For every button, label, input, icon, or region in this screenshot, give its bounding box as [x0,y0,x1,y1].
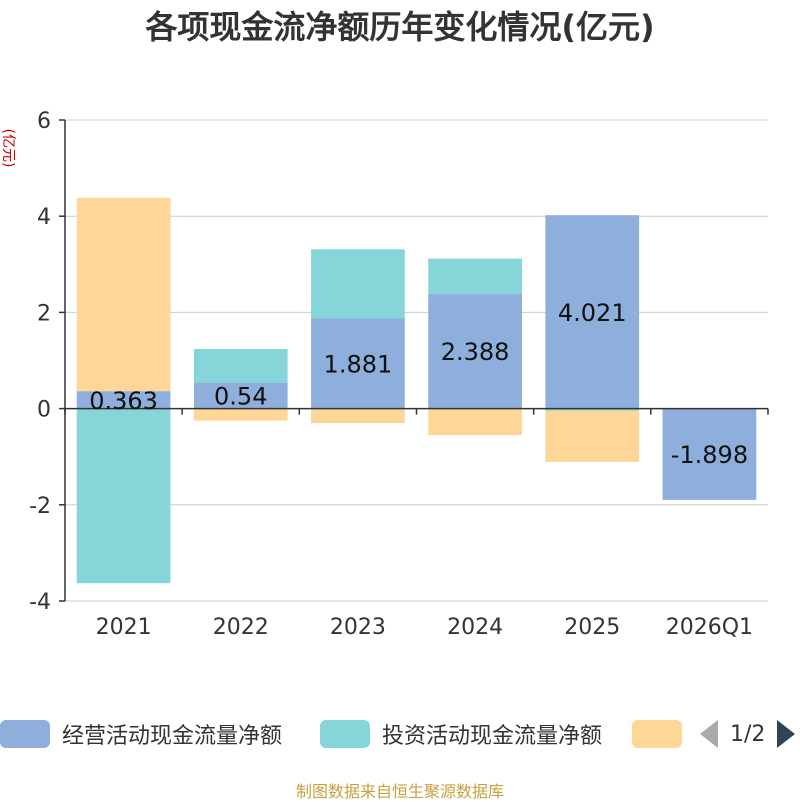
chart-title: 各项现金流净额历年变化情况(亿元) [145,8,655,46]
legend-swatch-operating [0,720,50,748]
x-tick-label: 2022 [213,615,269,640]
data-label-2023: 1.881 [324,350,393,378]
data-label-2022: 0.54 [214,383,267,411]
legend-label-operating: 经营活动现金流量净额 [62,724,283,749]
bar-2022-series-1[interactable] [193,348,288,383]
data-label-2026Q1: -1.898 [671,441,748,469]
bar-2022-series-2[interactable] [193,408,288,421]
bar-2024-series-1[interactable] [428,258,522,294]
y-axis-label: (亿元) [0,129,16,168]
bar-2022-series-0[interactable] [193,382,288,409]
x-tick-label: 2025 [564,615,620,640]
bar-2021-series-1[interactable] [76,408,171,584]
x-tick-label: 2024 [447,615,503,640]
legend-pager: 1/2 [700,715,796,753]
bar-2023-series-1[interactable] [311,249,405,319]
bar-2024-series-2[interactable] [428,408,522,436]
bar-2023-series-2[interactable] [311,408,405,424]
pager-prev-icon[interactable] [700,720,718,748]
x-tick-label: 2023 [330,615,386,640]
bar-2025-series-2[interactable] [545,410,640,462]
legend-swatch-investing [320,720,370,748]
legend-item-financing[interactable] [632,715,682,753]
y-tick-label: -2 [29,494,51,519]
bar-2025-series-0[interactable] [545,215,640,409]
data-label-2021: 0.363 [89,387,158,415]
data-label-2024: 2.388 [441,338,510,366]
legend-swatch-financing [632,720,682,748]
bar-2021-series-2[interactable] [76,197,171,392]
chart-plot: 6 4 2 0 -2 -4 (亿元) 2021 2022 2023 2024 2025 2026Q1 0… [0,109,769,640]
source-note: 制图数据来自恒生聚源数据库 [295,782,504,801]
legend-item-investing[interactable]: 投资活动现金流量净额 [320,715,602,753]
bar-2021-series-0[interactable] [76,391,171,409]
bar-2025-series-1[interactable] [545,408,640,411]
bar-2023-series-0[interactable] [311,318,405,409]
y-tick-label: -4 [29,590,51,615]
legend: 经营活动现金流量净额 投资活动现金流量净额 [0,715,800,753]
y-tick-label: 0 [37,398,51,423]
y-tick-label: 2 [37,301,51,326]
y-tick-label: 4 [37,205,51,230]
pager-page-text: 1/2 [730,721,766,747]
legend-label-investing: 投资活动现金流量净额 [382,724,603,749]
legend-item-operating[interactable]: 经营活动现金流量净额 [0,715,282,753]
bar-2024-series-0[interactable] [428,293,522,409]
y-tick-label: 6 [37,109,51,134]
x-tick-label: 2021 [96,615,152,640]
pager-next-icon[interactable] [777,720,796,748]
x-tick-label: 2026Q1 [666,615,753,640]
data-label-2025: 4.021 [558,299,627,327]
bar-2026Q1-series-0[interactable] [662,408,757,500]
